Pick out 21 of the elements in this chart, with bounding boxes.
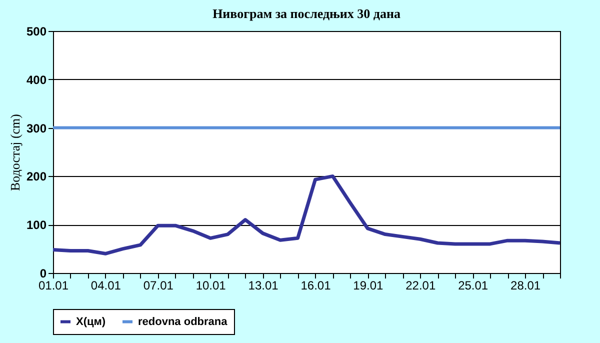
y-tick-label: 200 (26, 170, 47, 184)
y-tick-label: 400 (26, 72, 47, 87)
y-tick-label: 300 (26, 121, 47, 136)
x-tick-label: 19.01 (353, 278, 384, 292)
x-tick-label: 28.01 (510, 278, 541, 292)
y-tick-label: 100 (26, 218, 47, 232)
y-tick-label: 500 (26, 24, 47, 38)
legend-label: X(цм) (76, 316, 106, 328)
x-tick-label: 04.01 (90, 278, 122, 292)
x-tick-label: 01.01 (38, 278, 69, 292)
x-tick-label: 22.01 (406, 278, 436, 292)
x-tick-label: 16.01 (300, 278, 332, 292)
x-tick-label: 13.01 (248, 278, 279, 292)
x-tick-label: 10.01 (196, 278, 226, 292)
line-series (51, 174, 562, 256)
x-tick-label: 07.01 (143, 278, 174, 292)
y-tick-label: 0 (40, 266, 47, 280)
y-axis-title: Водостај (cm) (7, 114, 22, 192)
x-tick-label: 25.01 (458, 278, 488, 292)
legend-label: redovna odbrana (138, 316, 228, 328)
chart-title: Нивограм за последњих 30 дана (212, 6, 401, 21)
